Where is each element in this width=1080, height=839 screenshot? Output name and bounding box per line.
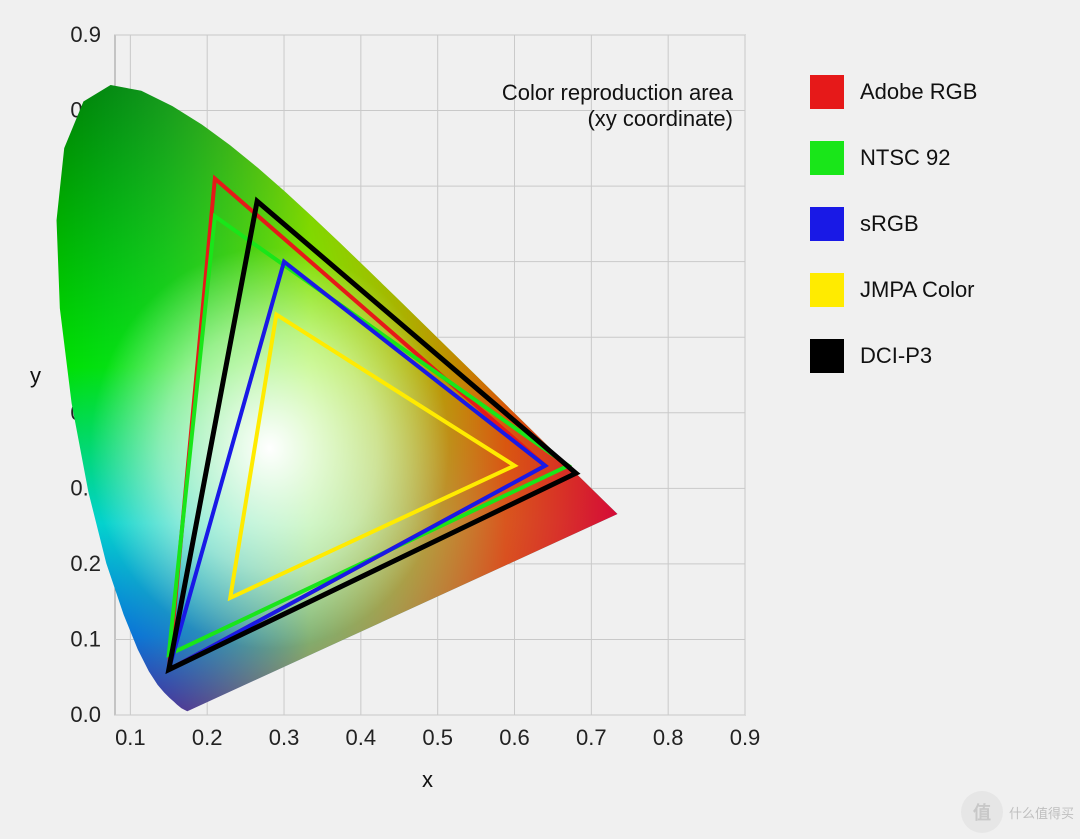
svg-text:0.4: 0.4 <box>346 725 377 750</box>
watermark-icon: 值 <box>961 791 1003 833</box>
legend-item-adobe-rgb: Adobe RGB <box>810 75 977 109</box>
svg-text:0.3: 0.3 <box>269 725 300 750</box>
watermark-text: 什么值得买 <box>1009 803 1074 822</box>
y-axis-label: y <box>30 363 41 389</box>
legend-swatch <box>810 339 844 373</box>
svg-text:0.9: 0.9 <box>70 22 101 47</box>
svg-text:0.5: 0.5 <box>422 725 453 750</box>
legend-label: Adobe RGB <box>860 79 977 105</box>
legend-item-ntsc-92: NTSC 92 <box>810 141 977 175</box>
chart-title: Color reproduction area (xy coordinate) <box>502 80 733 133</box>
svg-text:0.7: 0.7 <box>576 725 607 750</box>
legend: Adobe RGB NTSC 92 sRGB JMPA Color DCI-P3 <box>810 75 977 405</box>
svg-text:0.6: 0.6 <box>499 725 530 750</box>
legend-label: sRGB <box>860 211 919 237</box>
legend-label: NTSC 92 <box>860 145 950 171</box>
legend-swatch <box>810 141 844 175</box>
legend-label: JMPA Color <box>860 277 975 303</box>
watermark: 值 什么值得买 <box>961 791 1074 833</box>
legend-swatch <box>810 75 844 109</box>
legend-swatch <box>810 207 844 241</box>
legend-item-srgb: sRGB <box>810 207 977 241</box>
legend-swatch <box>810 273 844 307</box>
svg-text:0.1: 0.1 <box>115 725 146 750</box>
legend-item-jmpa-color: JMPA Color <box>810 273 977 307</box>
svg-text:0.9: 0.9 <box>730 725 761 750</box>
svg-text:0.1: 0.1 <box>70 626 101 651</box>
chart-title-line2: (xy coordinate) <box>502 106 733 132</box>
svg-text:0.2: 0.2 <box>192 725 223 750</box>
svg-text:0.8: 0.8 <box>653 725 684 750</box>
chart-title-line1: Color reproduction area <box>502 80 733 106</box>
x-axis-label: x <box>422 767 433 793</box>
legend-item-dci-p3: DCI-P3 <box>810 339 977 373</box>
svg-text:0.2: 0.2 <box>70 551 101 576</box>
legend-label: DCI-P3 <box>860 343 932 369</box>
svg-text:0.0: 0.0 <box>70 702 101 727</box>
